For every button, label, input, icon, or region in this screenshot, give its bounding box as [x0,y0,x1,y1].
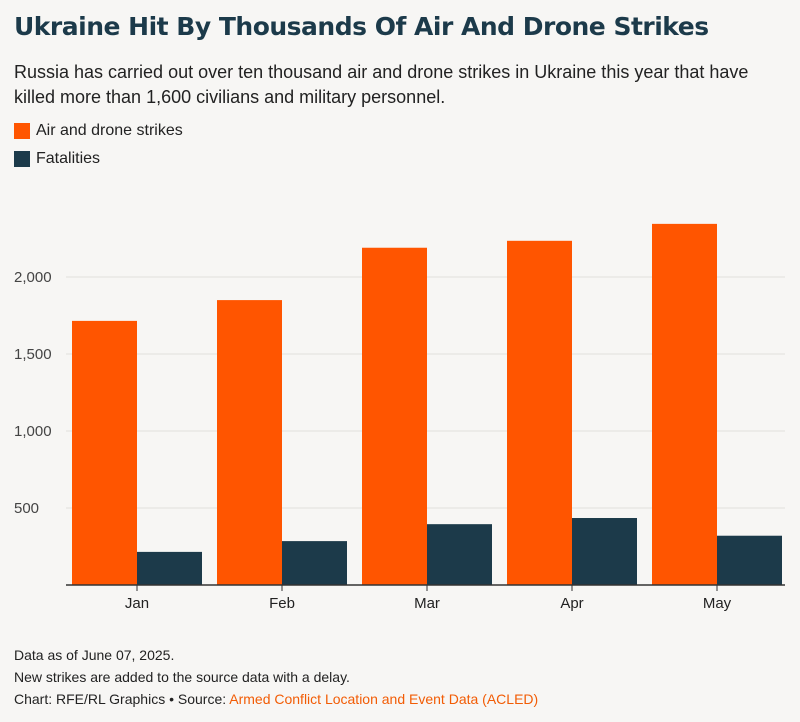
bar-strikes [72,320,137,585]
y-axis-labels: 500 1,000 1,500 2,000 [14,269,52,517]
chart-footer: Data as of June 07, 2025. New strikes ar… [14,644,538,710]
x-tick-label: May [703,595,732,612]
legend-label-strikes: Air and drone strikes [36,122,183,139]
y-tick-label: 1,500 [14,346,52,363]
legend-item-fatalities: Fatalities [14,148,183,170]
footer-note-date: Data as of June 07, 2025. [14,647,175,663]
legend-label-fatalities: Fatalities [36,150,101,167]
legend-swatch-strikes [14,123,30,139]
x-tick-label: Jan [125,595,149,612]
y-tick-label: 500 [14,500,39,517]
gridlines [66,276,785,509]
bar-fatalities [137,551,202,585]
bar-strikes [217,300,282,585]
bar-fatalities [427,524,492,585]
y-tick-label: 1,000 [14,423,52,440]
legend: Air and drone strikes Fatalities [14,120,183,176]
legend-item-strikes: Air and drone strikes [14,120,183,142]
x-tick-label: Apr [560,595,583,612]
legend-swatch-fatalities [14,151,30,167]
source-link[interactable]: Armed Conflict Location and Event Data (… [229,691,539,707]
bar-fatalities [717,535,782,585]
x-tick-label: Feb [269,595,295,612]
bar-strikes [362,247,427,586]
credit-text: Chart: RFE/RL Graphics • Source: [14,691,230,707]
bar-strikes [507,240,572,585]
bar-fatalities [282,541,347,585]
x-tick-label: Mar [414,595,440,612]
chart-title: Ukraine Hit By Thousands Of Air And Dron… [14,12,709,41]
footer-credit: Chart: RFE/RL Graphics • Source: Armed C… [14,688,538,710]
bars [72,223,782,586]
x-axis: Jan Feb Mar Apr May [66,584,785,612]
chart-subtitle: Russia has carried out over ten thousand… [14,62,749,107]
bar-strikes [652,223,717,585]
bar-fatalities [572,518,637,585]
footer-note-delay: New strikes are added to the source data… [14,669,350,685]
y-tick-label: 2,000 [14,269,52,286]
